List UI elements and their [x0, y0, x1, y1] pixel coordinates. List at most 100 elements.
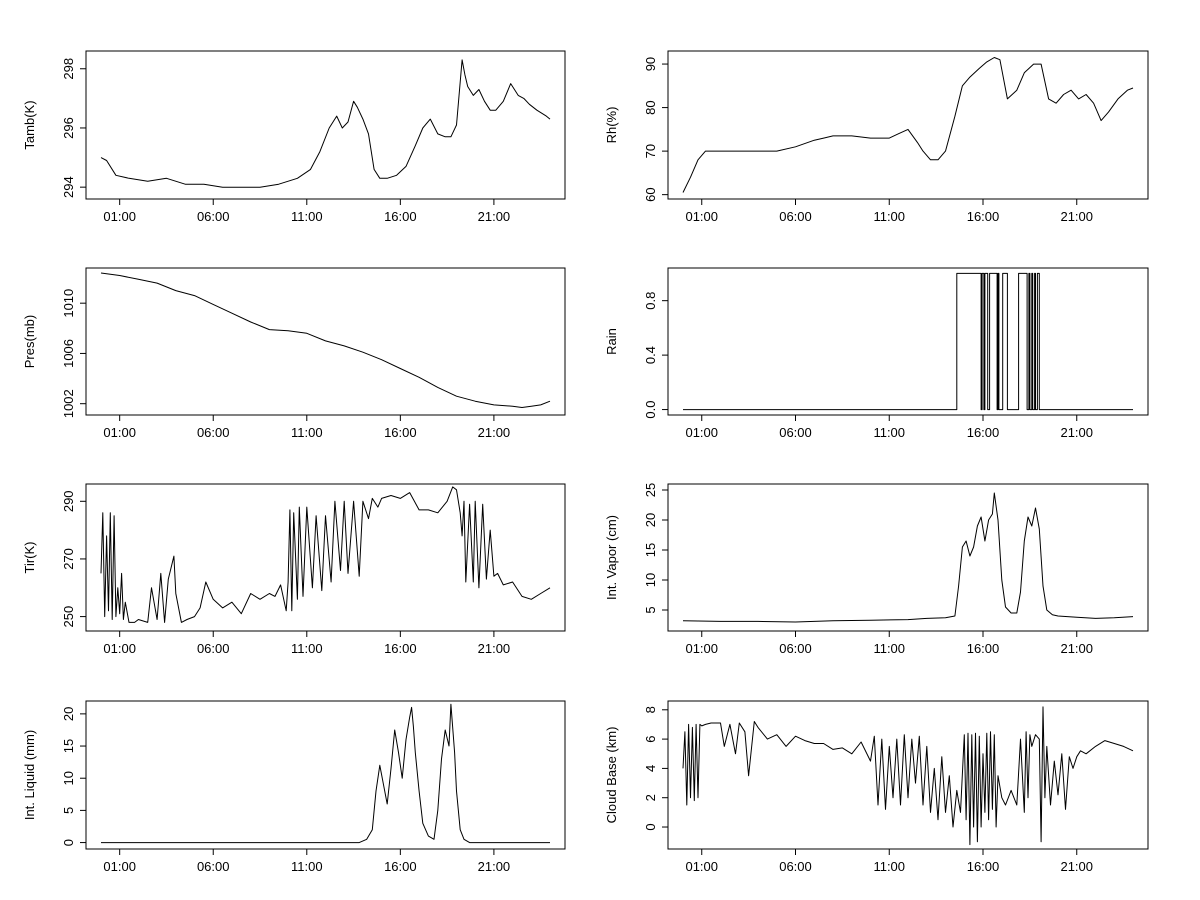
- y-axis-label: Tir(K): [22, 541, 37, 573]
- x-tick-label: 01:00: [685, 859, 718, 874]
- x-tick-label: 16:00: [384, 859, 417, 874]
- y-axis-label: Cloud Base (km): [604, 727, 619, 824]
- y-tick-label: 80: [643, 100, 658, 114]
- y-tick-label: 1006: [61, 339, 76, 368]
- plot-frame: [85, 50, 566, 200]
- x-tick-label: 16:00: [967, 641, 1000, 656]
- series-line-1: [682, 706, 1134, 846]
- chart-panel-4: 01:00 06:00 11:00 16:00 21:00 0.0 0.4 0.8 Rain: [604, 267, 1149, 440]
- series-line-1: [100, 59, 551, 188]
- y-tick-label: 296: [61, 117, 76, 139]
- y-tick-label: 6: [643, 735, 658, 742]
- x-tick-label: 01:00: [103, 859, 136, 874]
- series-line-1: [100, 272, 551, 408]
- plot-frame: [85, 483, 566, 632]
- y-tick-label: 1002: [61, 389, 76, 418]
- y-axis-label: Rh(%): [604, 107, 619, 144]
- x-tick-label: 06:00: [779, 641, 812, 656]
- x-tick-label: 16:00: [384, 209, 417, 224]
- x-tick-label: 01:00: [103, 425, 136, 440]
- chart-panel-7: 01:00 06:00 11:00 16:00 21:00 0 5 10 15 20 Int. Li…: [22, 700, 566, 874]
- y-tick-label: 25: [643, 483, 658, 497]
- y-tick-label: 10: [643, 573, 658, 587]
- series-line-1: [100, 486, 551, 623]
- y-tick-label: 250: [61, 606, 76, 628]
- x-tick-label: 01:00: [685, 641, 718, 656]
- y-tick-label: 10: [61, 771, 76, 785]
- y-tick-label: 15: [643, 543, 658, 557]
- series-line-1: [682, 492, 1134, 623]
- chart-panel-3: 01:00 06:00 11:00 16:00 21:00 1002 1006 1010 Pre…: [22, 267, 566, 440]
- y-tick-label: 0: [643, 823, 658, 830]
- y-tick-label: 70: [643, 144, 658, 158]
- y-tick-label: 0.4: [643, 346, 658, 364]
- chart-panel-1: 01:00 06:00 11:00 16:00 21:00 294 296 298 Tamb(K…: [22, 50, 566, 224]
- chart-panel-2: 01:00 06:00 11:00 16:00 21:00 60 70 80 90 Rh(%): [604, 50, 1149, 224]
- y-tick-label: 0.8: [643, 292, 658, 310]
- x-tick-label: 06:00: [197, 641, 230, 656]
- y-axis-label: Int. Vapor (cm): [604, 515, 619, 600]
- y-axis-label: Tamb(K): [22, 100, 37, 149]
- y-tick-label: 60: [643, 187, 658, 201]
- x-tick-label: 16:00: [967, 859, 1000, 874]
- y-axis-label: Int. Liquid (mm): [22, 730, 37, 820]
- x-tick-label: 01:00: [685, 209, 718, 224]
- x-tick-label: 21:00: [478, 209, 511, 224]
- chart-panel-6: 01:00 06:00 11:00 16:00 21:00 5 10 15 20 25 Int. V…: [604, 483, 1149, 656]
- x-tick-label: 01:00: [103, 209, 136, 224]
- y-tick-label: 8: [643, 706, 658, 713]
- y-tick-label: 294: [61, 176, 76, 198]
- x-tick-label: 01:00: [685, 425, 718, 440]
- x-tick-label: 11:00: [873, 425, 905, 440]
- x-tick-label: 21:00: [478, 641, 511, 656]
- y-tick-label: 4: [643, 765, 658, 772]
- x-tick-label: 16:00: [384, 641, 417, 656]
- series-line-1: [683, 272, 1133, 411]
- x-tick-label: 21:00: [1060, 209, 1093, 224]
- chart-panel-8: 01:00 06:00 11:00 16:00 21:00 0 2 4 6 8 Cloud Base…: [604, 700, 1149, 874]
- y-tick-label: 270: [61, 548, 76, 570]
- x-tick-label: 11:00: [291, 641, 323, 656]
- chart-panel-5: 01:00 06:00 11:00 16:00 21:00 250 270 290 Tir(K): [22, 483, 566, 656]
- x-tick-label: 21:00: [1060, 641, 1093, 656]
- y-tick-label: 0: [61, 839, 76, 846]
- y-tick-label: 15: [61, 739, 76, 753]
- x-tick-label: 06:00: [197, 425, 230, 440]
- x-tick-label: 11:00: [873, 859, 905, 874]
- y-tick-label: 20: [643, 513, 658, 527]
- x-tick-label: 21:00: [1060, 859, 1093, 874]
- x-tick-label: 01:00: [103, 641, 136, 656]
- x-tick-label: 16:00: [967, 425, 1000, 440]
- x-tick-label: 16:00: [967, 209, 1000, 224]
- x-tick-label: 21:00: [478, 425, 511, 440]
- y-tick-label: 90: [643, 57, 658, 71]
- x-tick-label: 06:00: [779, 209, 812, 224]
- y-tick-label: 5: [61, 807, 76, 814]
- plot-frame: [667, 483, 1149, 632]
- y-tick-label: 290: [61, 490, 76, 512]
- x-tick-label: 11:00: [873, 641, 905, 656]
- x-tick-label: 21:00: [478, 859, 511, 874]
- y-tick-label: 1010: [61, 289, 76, 318]
- y-tick-label: 5: [643, 606, 658, 613]
- x-tick-label: 06:00: [197, 209, 230, 224]
- plot-frame: [667, 50, 1149, 200]
- plot-frame: [667, 267, 1149, 416]
- plot-frame: [667, 700, 1149, 850]
- y-tick-label: 2: [643, 794, 658, 801]
- x-tick-label: 11:00: [873, 209, 905, 224]
- series-line-1: [101, 703, 550, 844]
- plot-frame: [85, 700, 566, 850]
- x-tick-label: 21:00: [1060, 425, 1093, 440]
- x-tick-label: 11:00: [291, 209, 323, 224]
- plot-frame: [85, 267, 566, 416]
- y-tick-label: 0.0: [643, 401, 658, 419]
- x-tick-label: 11:00: [291, 425, 323, 440]
- x-tick-label: 16:00: [384, 425, 417, 440]
- x-tick-label: 11:00: [291, 859, 323, 874]
- y-tick-label: 298: [61, 58, 76, 80]
- x-tick-label: 06:00: [197, 859, 230, 874]
- y-axis-label: Pres(mb): [22, 315, 37, 368]
- x-tick-label: 06:00: [779, 859, 812, 874]
